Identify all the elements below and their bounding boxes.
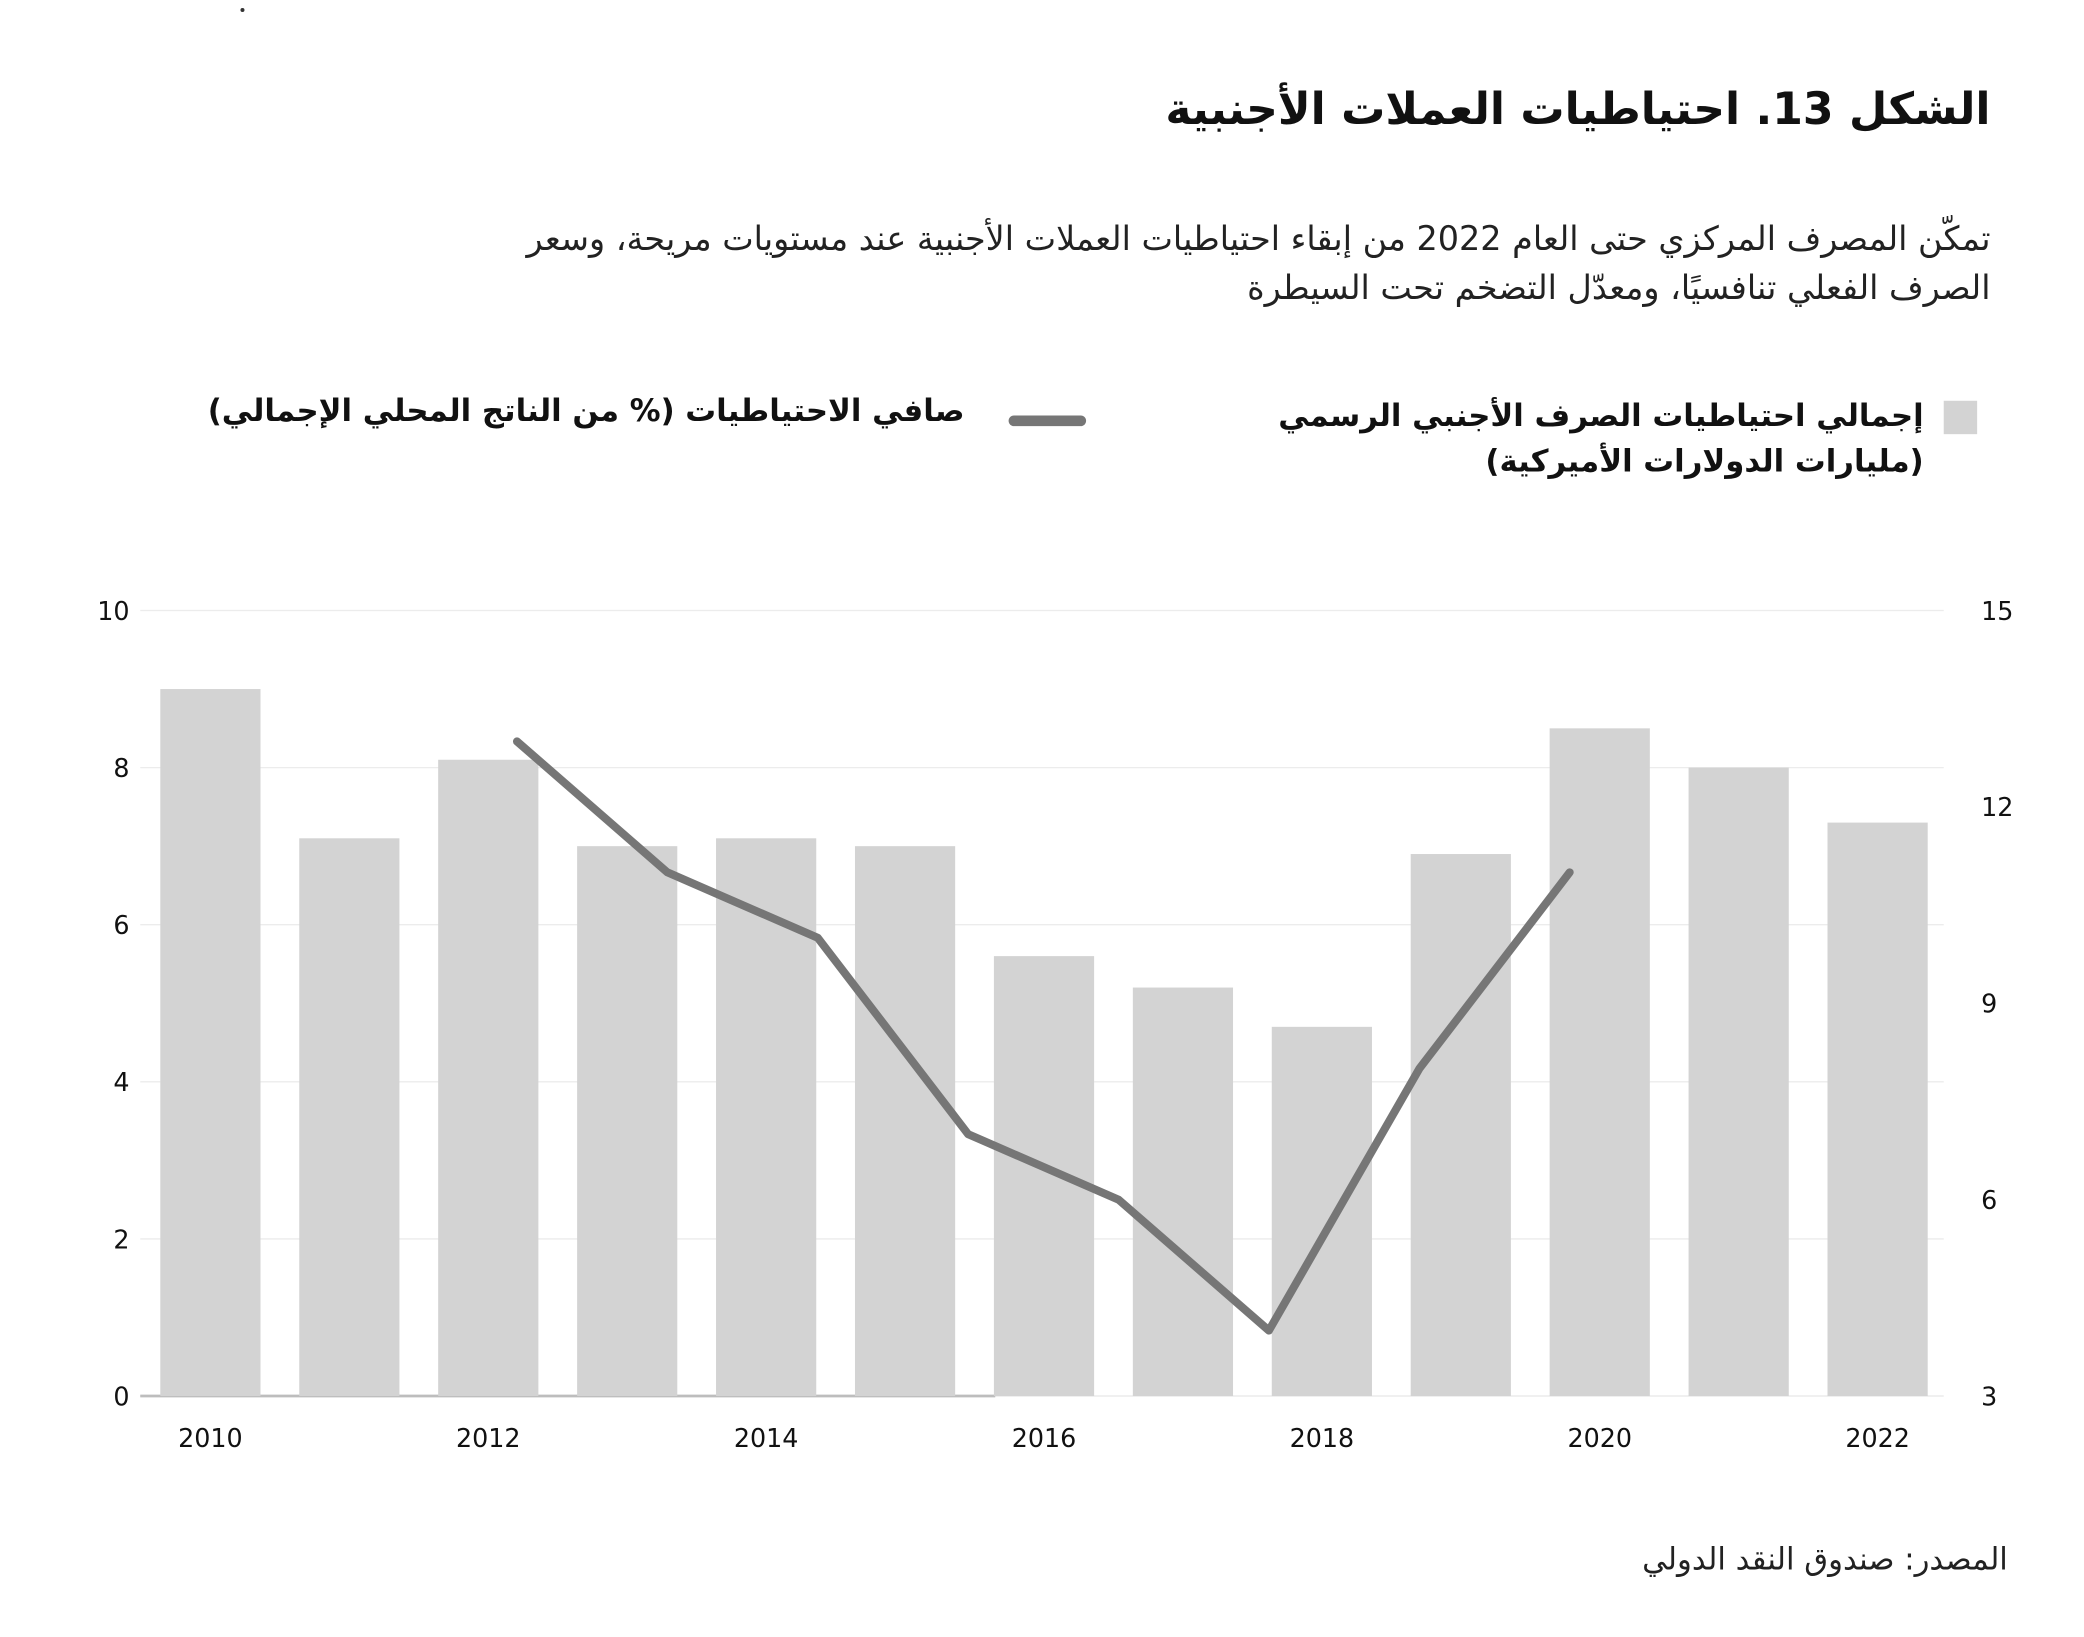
right-axis-tick-label: 3 (1981, 1381, 1997, 1411)
legend-bar-label-line-1: إجمالي احتياطيات الصرف الأجنبي الرسمي (1278, 399, 1924, 435)
bar-2017 (1132, 987, 1234, 1397)
x-axis-tick-label: 2016 (1012, 1423, 1077, 1453)
bar-2010 (160, 689, 261, 1397)
x-axis-tick-label: 2014 (734, 1423, 799, 1453)
decorative-dot (240, 8, 245, 13)
net-reserves-line (512, 737, 1574, 1335)
legend-bar-label-line-2: (مليارات الدولارات الأميركية) (1485, 444, 1924, 480)
right-axis-tick-label: 12 (1981, 792, 2013, 822)
left-axis-tick-label: 2 (113, 1224, 129, 1254)
bar-2016 (993, 956, 1095, 1397)
bar-2020 (1549, 728, 1650, 1397)
right-axis-tick-label: 6 (1981, 1185, 1997, 1215)
right-axis-tick-label: 9 (1981, 989, 1997, 1019)
left-axis-tick-label: 4 (113, 1067, 129, 1097)
x-axis-tick-label: 2018 (1290, 1423, 1355, 1453)
chart-title: الشكل 13. احتياطيات العملات الأجنبية (1165, 82, 1991, 135)
x-axis-tick-label: 2020 (1567, 1423, 1632, 1453)
legend-bar-swatch (1943, 400, 1978, 435)
right-axis-tick-label: 15 (1981, 596, 2013, 626)
left-axis-tick-label: 10 (97, 596, 129, 626)
bar-2018 (1271, 1026, 1372, 1397)
chart-subtitle: تمكّن المصرف المركزي حتى العام 2022 من إ… (526, 214, 1990, 313)
bar-2012 (438, 759, 539, 1397)
bar-2015 (854, 846, 956, 1397)
source-note: المصدر: صندوق النقد الدولي (1642, 1542, 2008, 1578)
subtitle-line-2: الصرف الفعلي تنافسيًا، ومعدّل التضخم تحت… (1247, 268, 1991, 308)
bar-2022 (1827, 822, 1928, 1397)
left-axis-tick-label: 0 (113, 1381, 129, 1411)
x-axis-tick-label: 2022 (1845, 1423, 1910, 1453)
legend-bar-label: إجمالي احتياطيات الصرف الأجنبي الرسمي (م… (1278, 394, 1923, 485)
bar-2014 (716, 838, 817, 1397)
x-axis-tick-label: 2010 (178, 1423, 243, 1453)
bar-2011 (299, 838, 400, 1397)
legend-line-swatch (1008, 415, 1087, 427)
x-axis-tick-label: 2012 (456, 1423, 521, 1453)
left-axis-tick-label: 8 (113, 753, 129, 783)
bar-2013 (577, 846, 678, 1397)
bar-2021 (1688, 767, 1789, 1397)
bar-2019 (1410, 854, 1511, 1397)
legend-line-label: صافي الاحتياطيات (% من الناتج المحلي الإ… (207, 394, 965, 429)
subtitle-line-1: تمكّن المصرف المركزي حتى العام 2022 من إ… (526, 219, 1991, 258)
left-axis-tick-label: 6 (113, 910, 129, 940)
